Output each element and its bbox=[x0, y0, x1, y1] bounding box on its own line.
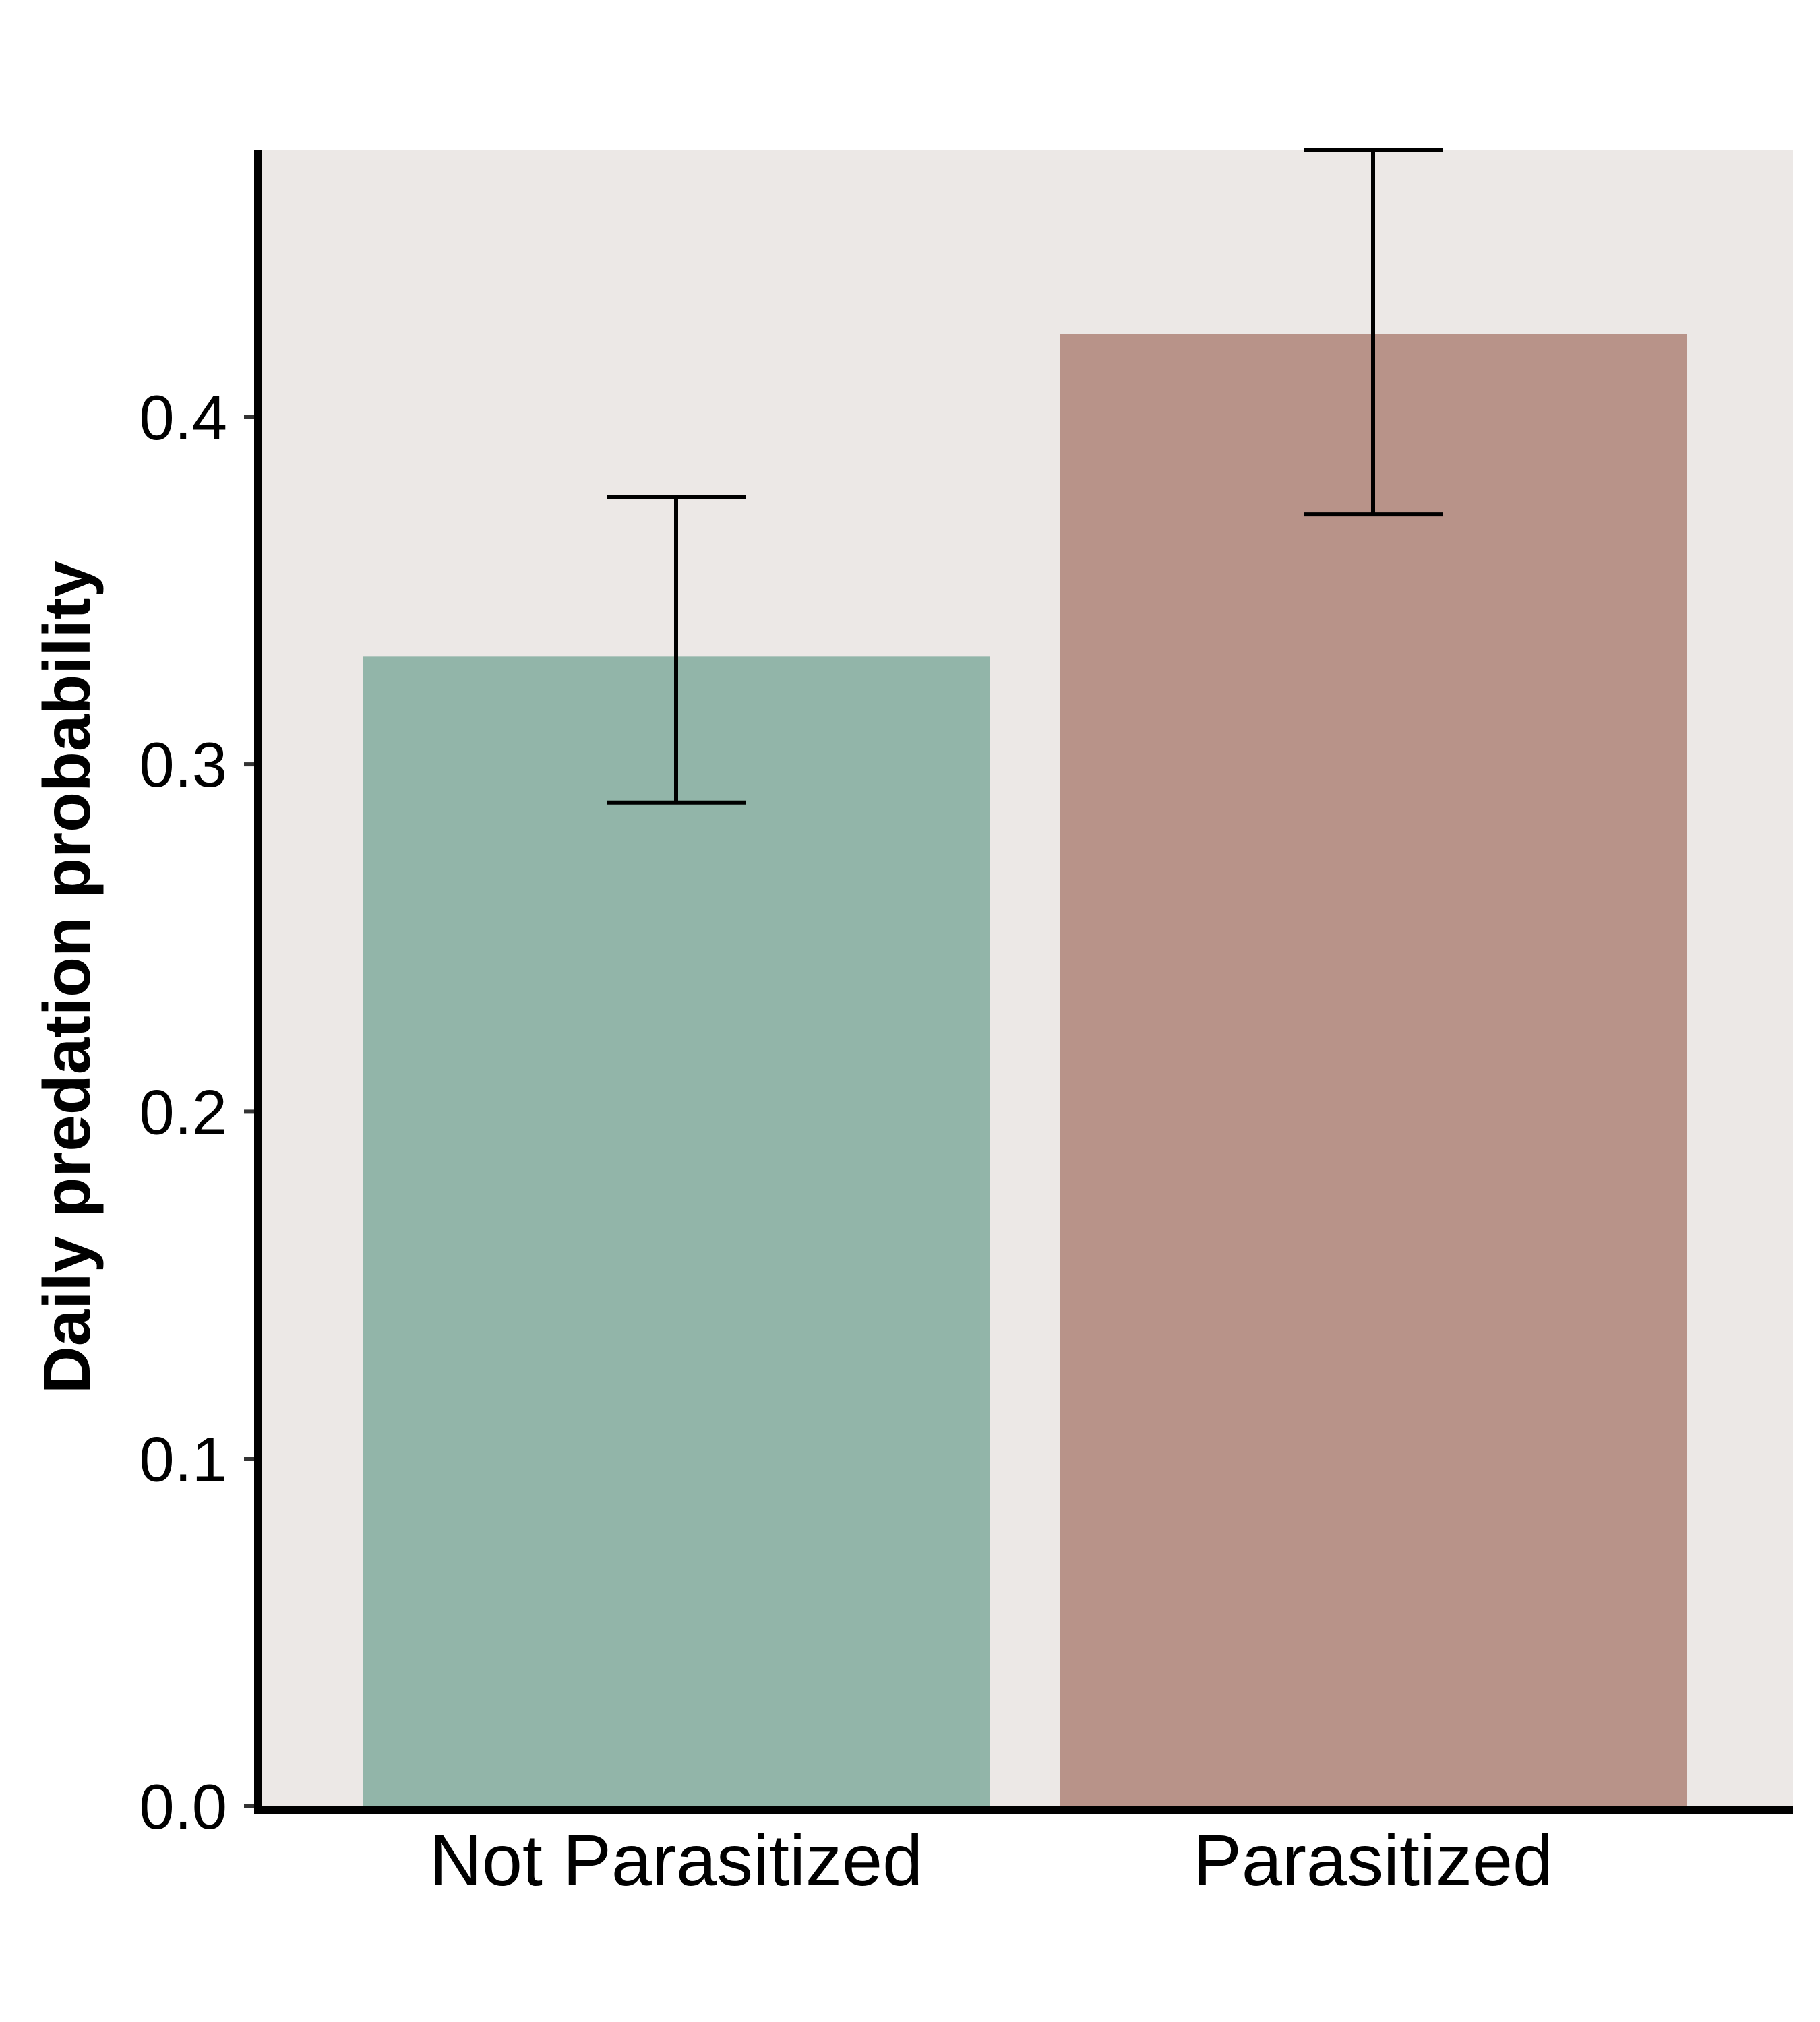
bars-layer bbox=[363, 334, 1687, 1807]
bar-1 bbox=[363, 656, 990, 1807]
x-category-label-2: Parasitized bbox=[1193, 1819, 1553, 1901]
axes-layer bbox=[244, 150, 1793, 1814]
y-axis-title: Daily predation probability bbox=[30, 561, 104, 1394]
labels-layer: 0.0 0.1 0.2 0.3 0.4 Not Parasitized Parasitize… bbox=[139, 382, 1553, 1901]
y-tick-label-1: 0.1 bbox=[139, 1424, 227, 1495]
y-tick-label-0: 0.0 bbox=[139, 1771, 227, 1842]
error-bars-layer bbox=[607, 148, 1443, 805]
bar-2 bbox=[1060, 334, 1687, 1807]
x-category-label-1: Not Parasitized bbox=[429, 1819, 923, 1901]
y-tick-label-3: 0.3 bbox=[139, 729, 227, 800]
y-tick-label-2: 0.2 bbox=[139, 1076, 227, 1147]
y-tick-label-4: 0.4 bbox=[139, 382, 227, 453]
